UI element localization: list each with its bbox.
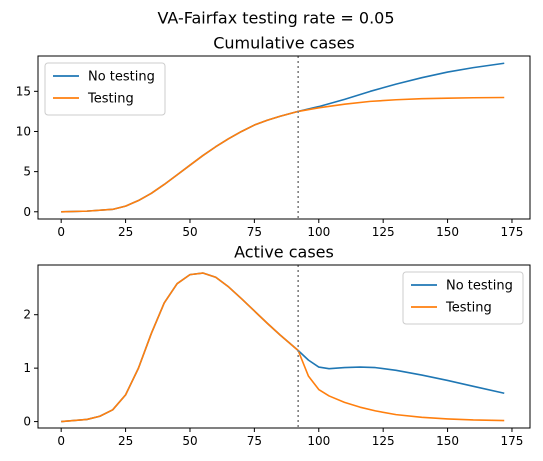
x-tick-label: 25 bbox=[118, 225, 133, 239]
chart-title: Cumulative cases bbox=[213, 34, 355, 53]
y-tick-label: 10 bbox=[16, 124, 31, 138]
y-tick-label: 15 bbox=[16, 84, 31, 98]
legend-label: No testing bbox=[446, 279, 513, 294]
x-tick-label: 75 bbox=[247, 434, 262, 448]
x-tick-label: 175 bbox=[501, 434, 524, 448]
x-tick-label: 125 bbox=[372, 434, 395, 448]
x-tick-label: 150 bbox=[436, 225, 459, 239]
x-tick-label: 150 bbox=[436, 434, 459, 448]
x-tick-label: 175 bbox=[501, 225, 524, 239]
series-line-testing bbox=[61, 272, 505, 423]
legend: No testing Testing bbox=[402, 271, 524, 325]
series-line-testing bbox=[61, 96, 505, 213]
axes-frame bbox=[37, 55, 531, 220]
x-tick-label: 50 bbox=[182, 434, 197, 448]
x-tick-label: 100 bbox=[307, 225, 330, 239]
x-tick-label: 50 bbox=[182, 225, 197, 239]
legend-label: Testing bbox=[445, 301, 492, 316]
y-tick-label: 2 bbox=[23, 308, 31, 322]
x-tick-label: 0 bbox=[57, 225, 65, 239]
legend-label: Testing bbox=[87, 92, 134, 107]
axes-frame bbox=[37, 264, 531, 429]
legend-label: No testing bbox=[88, 70, 155, 85]
x-tick-label: 100 bbox=[307, 434, 330, 448]
x-tick-label: 25 bbox=[118, 434, 133, 448]
y-tick-label: 1 bbox=[23, 361, 31, 375]
figure-suptitle: VA-Fairfax testing rate = 0.05 bbox=[157, 9, 394, 28]
x-tick-label: 0 bbox=[57, 434, 65, 448]
y-tick-label: 5 bbox=[23, 165, 31, 179]
chart-panel-2: Active cases 0 25 50 75 100 125 150 175 0 1 2 No tes… bbox=[23, 243, 531, 448]
y-tick-label: 0 bbox=[23, 205, 31, 219]
x-tick-label: 75 bbox=[247, 225, 262, 239]
legend: No testing Testing bbox=[44, 62, 166, 116]
chart-panel-1: Cumulative cases 0 25 50 75 100 125 150 175 0 5 10 1… bbox=[16, 34, 531, 239]
y-tick-label: 0 bbox=[23, 415, 31, 429]
x-tick-label: 125 bbox=[372, 225, 395, 239]
chart-title: Active cases bbox=[234, 243, 334, 262]
